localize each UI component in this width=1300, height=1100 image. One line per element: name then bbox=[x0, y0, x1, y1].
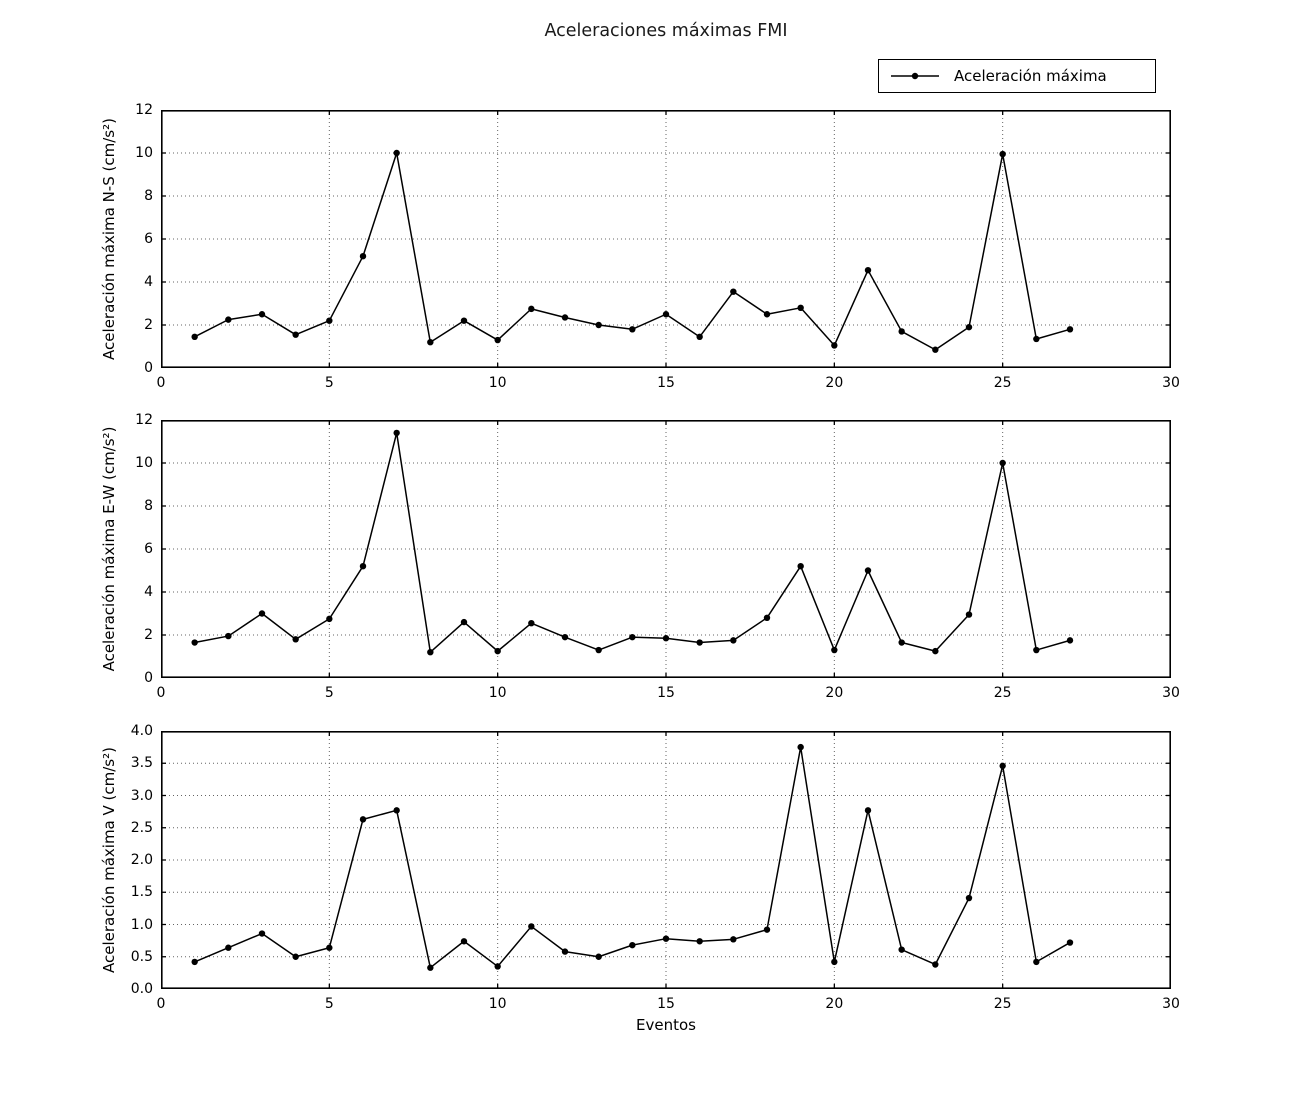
y-tick-label: 0.5 bbox=[130, 948, 153, 965]
y-tick-label: 6 bbox=[144, 541, 153, 557]
x-tick-label: 5 bbox=[324, 996, 334, 1012]
x-tick-label: 10 bbox=[488, 685, 507, 701]
x-axis-label: Eventos bbox=[636, 1016, 696, 1034]
x-tick-label: 15 bbox=[657, 996, 675, 1012]
x-tick-label: 0 bbox=[156, 685, 166, 701]
y-tick-label: 12 bbox=[135, 412, 153, 428]
chart-title: Aceleraciones máximas FMI bbox=[544, 21, 788, 41]
x-tick-label: 0 bbox=[156, 375, 166, 391]
legend: Aceleración máxima bbox=[878, 59, 1156, 93]
x-tick-label: 30 bbox=[1162, 375, 1180, 391]
y-tick-label: 1.5 bbox=[130, 884, 153, 901]
y-tick-label: 12 bbox=[135, 102, 153, 118]
x-tick-label: 0 bbox=[156, 996, 166, 1012]
x-tick-label: 25 bbox=[993, 685, 1012, 701]
ns-plot-area bbox=[161, 110, 1171, 368]
y-tick-label: 6 bbox=[144, 231, 153, 247]
y-tick-label: 2.0 bbox=[130, 852, 153, 868]
y-tick-label: 10 bbox=[135, 145, 153, 161]
y-tick-label: 3.5 bbox=[130, 755, 153, 772]
y-tick-label: 4 bbox=[144, 584, 153, 600]
y-tick-label: 4.0 bbox=[130, 723, 153, 739]
y-tick-label: 8 bbox=[144, 498, 153, 514]
x-tick-label: 20 bbox=[825, 996, 844, 1012]
x-tick-label: 10 bbox=[488, 996, 507, 1012]
y-tick-label: 2 bbox=[144, 317, 153, 333]
y-tick-label: 0 bbox=[144, 360, 153, 376]
y-tick-label: 8 bbox=[144, 188, 153, 204]
x-tick-label: 10 bbox=[488, 375, 507, 391]
y-tick-label: 1.0 bbox=[130, 916, 153, 933]
x-tick-label: 20 bbox=[825, 685, 844, 701]
v-plot-area bbox=[161, 731, 1171, 989]
y-tick-label: 0 bbox=[144, 670, 153, 686]
x-tick-label: 15 bbox=[657, 685, 675, 701]
y-tick-label: 10 bbox=[135, 455, 153, 471]
y-tick-label: 2 bbox=[144, 627, 153, 643]
y-tick-label: 4 bbox=[144, 274, 153, 290]
x-tick-label: 15 bbox=[657, 375, 675, 391]
x-tick-label: 25 bbox=[993, 375, 1012, 391]
x-tick-label: 5 bbox=[324, 375, 334, 391]
y-tick-label: 0.0 bbox=[130, 981, 153, 997]
x-tick-label: 30 bbox=[1162, 996, 1180, 1012]
x-tick-label: 20 bbox=[825, 375, 844, 391]
y-tick-label: 2.5 bbox=[130, 819, 153, 836]
legend-label: Aceleración máxima bbox=[954, 67, 1107, 85]
legend-line-marker-icon bbox=[891, 72, 939, 80]
x-tick-label: 5 bbox=[324, 685, 334, 701]
ew-plot-area bbox=[161, 420, 1171, 678]
x-tick-label: 30 bbox=[1162, 685, 1180, 701]
y-tick-label: 3.0 bbox=[130, 787, 153, 804]
x-tick-label: 25 bbox=[993, 996, 1012, 1012]
